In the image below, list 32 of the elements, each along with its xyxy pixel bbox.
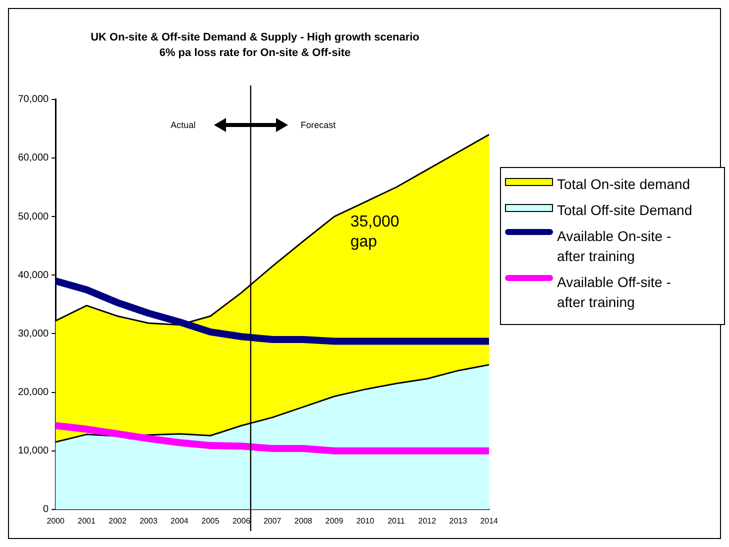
y-tick-label: 10,000 [18, 446, 50, 457]
legend-label: Available Off-site - after training [557, 273, 672, 312]
x-tick-label: 2013 [449, 516, 468, 526]
y-tick-label: 0 [43, 504, 50, 516]
x-tick-label: 2005 [202, 516, 220, 526]
y-tick-label: 60,000 [18, 152, 50, 164]
x-tick-label: 2001 [78, 516, 96, 526]
y-tick-label: 50,000 [18, 211, 50, 222]
chart-subtitle: 6% pa loss rate for On-site & Off-site [159, 46, 351, 59]
x-tick-label: 2012 [418, 516, 437, 526]
x-tick-label: 2003 [140, 516, 158, 526]
legend-label: Total Off-site Demand [557, 201, 694, 220]
annotation: Actual [170, 120, 196, 130]
y-tick-label: 40,000 [18, 270, 50, 281]
legend-label: Total On-site demand [557, 175, 692, 194]
y-tick-label: 70,000 [18, 94, 50, 106]
annotation: 35,000 gap [350, 214, 400, 250]
legend-label: Available On-site - after training [557, 227, 672, 266]
annotation: Forecast [300, 120, 336, 130]
y-tick-label: 30,000 [18, 328, 50, 340]
x-tick-label: 2010 [356, 516, 375, 526]
x-tick-label: 2006 [232, 516, 251, 526]
x-tick-label: 2004 [170, 516, 189, 526]
x-tick-label: 2009 [325, 516, 344, 526]
x-tick-label: 2007 [263, 516, 282, 526]
x-tick-label: 2008 [294, 516, 313, 526]
x-tick-label: 2002 [108, 516, 127, 526]
x-tick-label: 2000 [46, 516, 66, 526]
chart-title: UK On-site & Off-site Demand & Supply - High growth scenario [90, 32, 420, 44]
y-tick-label: 20,000 [18, 387, 50, 398]
x-tick-label: 2014 [480, 516, 499, 526]
x-tick-label: 2011 [388, 516, 406, 526]
